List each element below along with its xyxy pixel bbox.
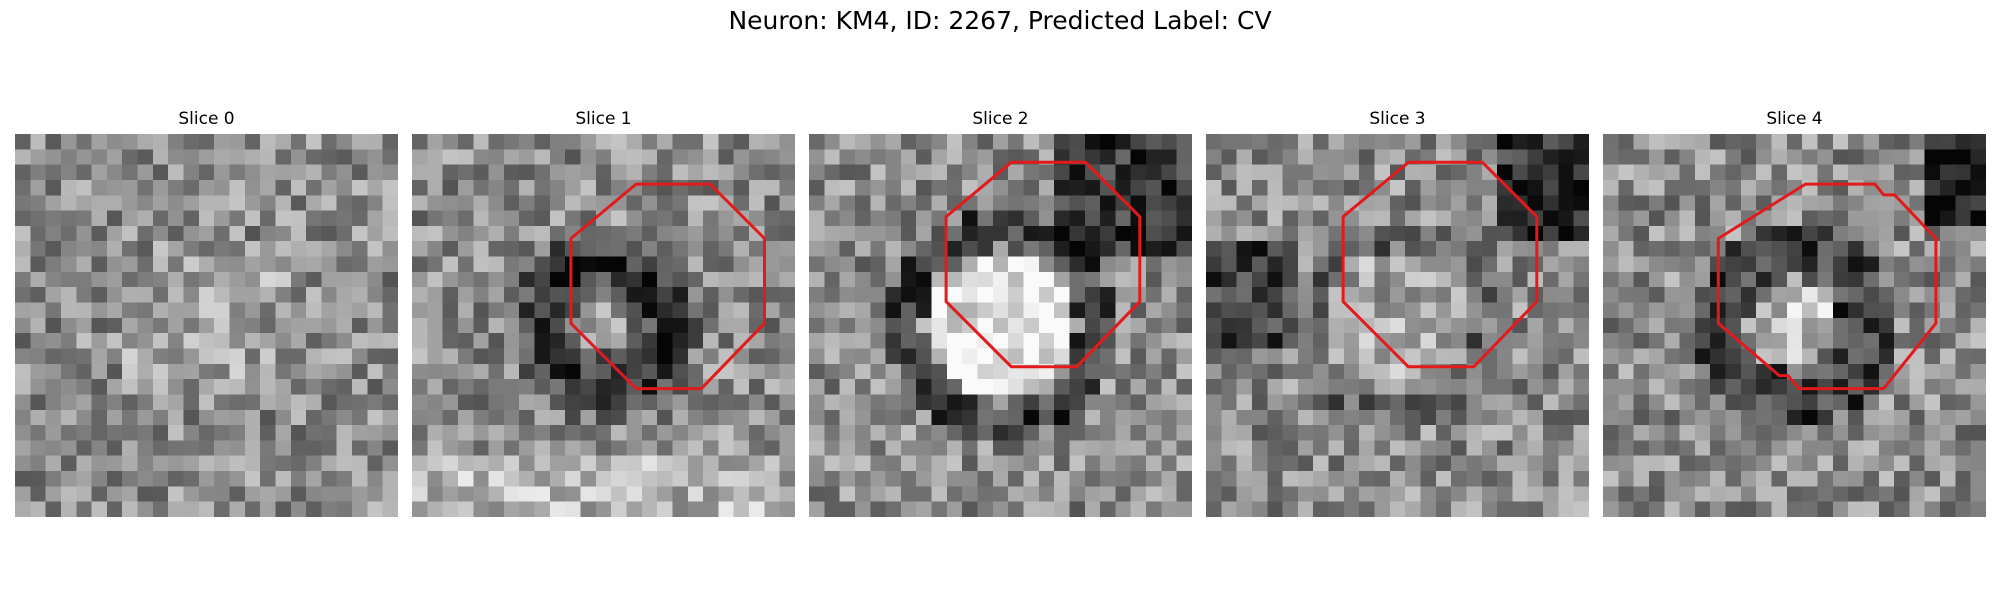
slice-panel-4: Slice 4 (1603, 108, 1986, 517)
slice-panel-2: Slice 2 (809, 108, 1192, 517)
roi-overlay (1341, 160, 1539, 369)
slice-panel-0: Slice 0 (15, 108, 398, 517)
roi-overlay (569, 182, 766, 391)
slice-panel-3: Slice 3 (1206, 108, 1589, 517)
micrograph-image (1206, 134, 1589, 517)
grayscale-slice (412, 134, 795, 517)
figure-title: Neuron: KM4, ID: 2267, Predicted Label: … (728, 6, 1272, 35)
slice-title: Slice 1 (575, 109, 632, 129)
roi-overlay (944, 160, 1142, 369)
roi-overlay (1716, 182, 1938, 391)
slice-title: Slice 0 (178, 109, 235, 129)
micrograph-image (809, 134, 1192, 517)
slice-title: Slice 4 (1766, 109, 1823, 129)
grayscale-slice (15, 134, 398, 517)
slice-title: Slice 3 (1369, 109, 1426, 129)
grayscale-slice (1603, 134, 1986, 517)
roi-contour (944, 160, 1142, 369)
micrograph-image (1603, 134, 1986, 517)
slice-panel-1: Slice 1 (412, 108, 795, 517)
slice-title: Slice 2 (972, 109, 1029, 129)
roi-contour (1716, 182, 1938, 391)
grayscale-slice (1206, 134, 1589, 517)
grayscale-slice (809, 134, 1192, 517)
roi-contour (1341, 160, 1539, 369)
micrograph-image (15, 134, 398, 517)
micrograph-image (412, 134, 795, 517)
roi-contour (569, 182, 766, 391)
